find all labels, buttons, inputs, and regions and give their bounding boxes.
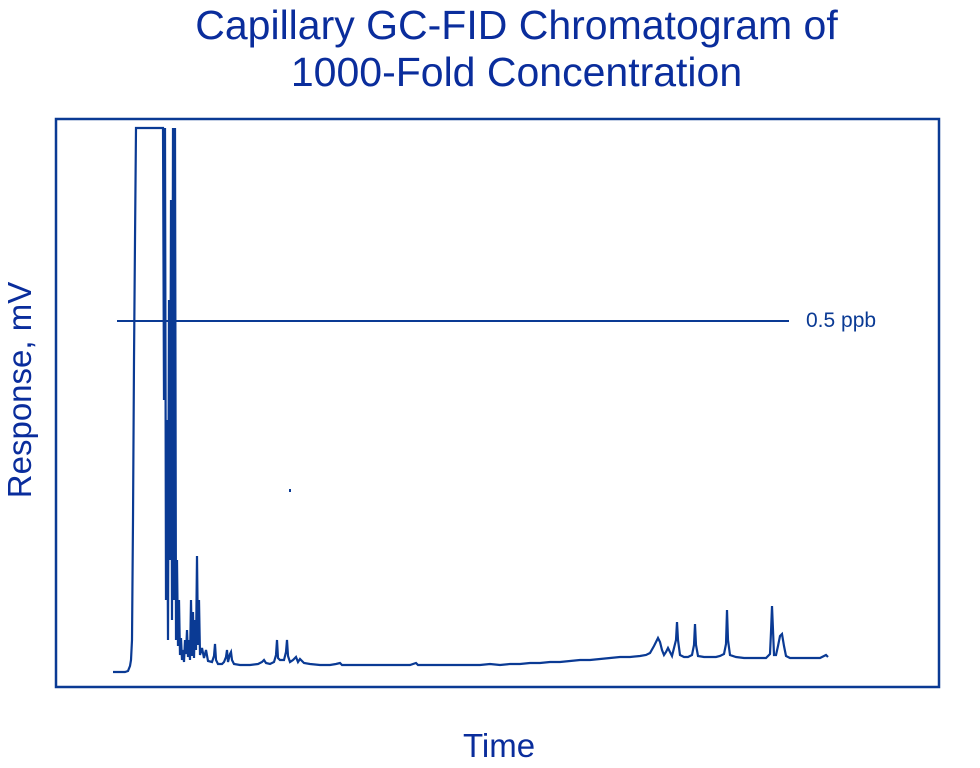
chart-title-line-2: 1000-Fold Concentration <box>290 49 743 95</box>
reference-line-label: 0.5 ppb <box>806 309 877 332</box>
plot-frame <box>54 117 941 689</box>
chart-title-line-1: Capillary GC-FID Chromatogram of <box>195 2 838 48</box>
x-axis-label: Time <box>462 727 536 764</box>
chart-title: Capillary GC-FID Chromatogram of 1000-Fo… <box>0 2 980 96</box>
stray-pixel <box>289 489 291 492</box>
y-axis-label: Response, mV <box>1 281 38 499</box>
fid-signal-trace <box>113 126 829 674</box>
